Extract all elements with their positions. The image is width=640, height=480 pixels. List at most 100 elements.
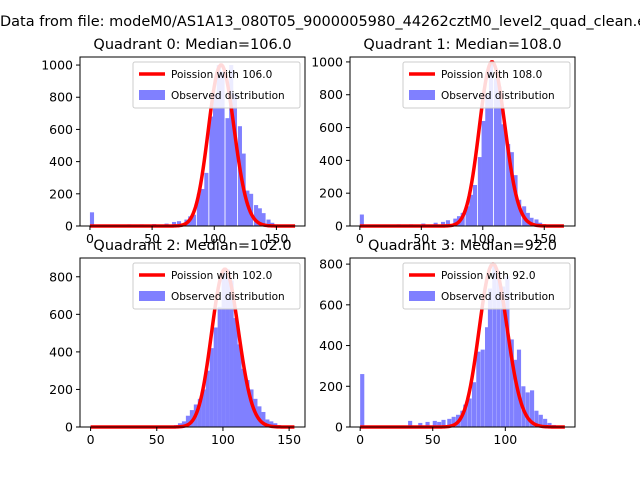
histogram-bar xyxy=(481,120,486,226)
histogram-bar xyxy=(241,368,246,427)
histogram-bar xyxy=(547,422,552,427)
histogram-bar xyxy=(176,221,182,226)
histogram-bar xyxy=(477,157,482,226)
histogram-bar xyxy=(171,221,177,226)
histogram-bar xyxy=(89,212,95,226)
axes-frame xyxy=(349,56,576,227)
y-tick-label: 1000 xyxy=(311,54,343,69)
histogram-bar xyxy=(480,349,485,427)
histogram-bar xyxy=(225,269,230,427)
histogram-bar xyxy=(213,327,218,427)
histogram-bar xyxy=(408,420,413,427)
x-tick-label: 0 xyxy=(86,231,94,246)
histogram-bar xyxy=(221,271,226,427)
x-tick-label: 0 xyxy=(356,231,364,246)
histogram-bar xyxy=(534,219,539,226)
histogram-bar xyxy=(201,389,206,427)
histogram-bar xyxy=(213,94,218,227)
y-tick-label: 200 xyxy=(319,186,343,201)
x-tick-label: 50 xyxy=(149,432,165,447)
legend-bar-swatch xyxy=(409,90,435,100)
x-tick-label: 150 xyxy=(264,231,288,246)
histogram-bar xyxy=(509,339,514,427)
subplot-title: Quadrant 0: Median=106.0 xyxy=(93,37,291,53)
histogram-bar xyxy=(472,184,478,226)
y-tick-label: 200 xyxy=(49,186,73,201)
histogram-bar xyxy=(437,421,442,427)
subplot-title: Quadrant 3: Median=92.0 xyxy=(368,238,557,254)
histogram-bar xyxy=(467,398,472,427)
histogram-bar xyxy=(181,421,187,427)
x-tick-label: 100 xyxy=(493,432,517,447)
legend-bar-swatch xyxy=(139,90,165,100)
subplot-quadrant-3: Quadrant 3: Median=92.0 0 50 100 0 200 400 600 8… xyxy=(319,238,576,447)
subplot-quadrant-1: Quadrant 1: Median=108.0 0 50 100 150 0 200 400… xyxy=(311,37,576,246)
x-tick-label: 50 xyxy=(425,432,441,447)
histogram-bar xyxy=(245,380,250,427)
y-tick-label: 400 xyxy=(319,153,343,168)
histogram-bar xyxy=(200,188,205,226)
histogram-bar xyxy=(360,374,365,427)
histogram-bar xyxy=(514,359,519,427)
histogram-bar xyxy=(543,418,548,427)
histogram-bar xyxy=(418,422,423,427)
y-tick-label: 0 xyxy=(335,420,343,435)
legend-label-observed: Observed distribution xyxy=(171,90,285,102)
legend-bar-swatch xyxy=(139,291,165,301)
histogram-bar xyxy=(191,214,196,226)
y-tick-label: 400 xyxy=(319,338,343,353)
histogram-bar xyxy=(257,208,262,226)
y-tick-label: 800 xyxy=(319,257,343,272)
histogram-bar xyxy=(425,421,430,427)
histogram-bar xyxy=(447,418,452,427)
histogram-bar xyxy=(505,276,510,427)
y-tick-label: 200 xyxy=(319,379,343,394)
histogram-bar xyxy=(229,65,234,226)
y-tick-label: 800 xyxy=(49,90,73,105)
legend-label-observed: Observed distribution xyxy=(171,291,285,303)
x-tick-label: 0 xyxy=(87,432,95,447)
histogram-bar xyxy=(217,306,222,427)
x-tick-label: 150 xyxy=(532,231,556,246)
histogram-bar xyxy=(359,214,364,226)
histogram-bar xyxy=(525,392,530,427)
y-tick-label: 0 xyxy=(65,219,73,234)
subplot-quadrant-0: Quadrant 0: Median=106.0 0 50 100 150 0 200 400… xyxy=(41,37,306,246)
y-tick-label: 1000 xyxy=(41,58,73,73)
histogram-bar xyxy=(445,220,450,226)
histogram-bar xyxy=(487,288,493,427)
y-tick-label: 400 xyxy=(49,154,73,169)
histogram-bar xyxy=(463,404,468,427)
histogram-bar xyxy=(216,65,221,226)
x-tick-label: 50 xyxy=(413,231,429,246)
histogram-bar xyxy=(440,221,446,226)
histogram-bar xyxy=(485,94,490,227)
figure-title: Data from file: modeM0/AS1A13_080T05_900… xyxy=(0,14,640,30)
y-tick-label: 200 xyxy=(49,382,73,397)
histogram-bar xyxy=(500,286,506,427)
histogram-bar xyxy=(229,280,234,427)
histogram-bar xyxy=(249,389,254,427)
histogram-bar xyxy=(506,143,511,226)
histogram-bar xyxy=(493,78,498,226)
histogram-bar xyxy=(538,414,543,427)
histogram-bar xyxy=(269,421,274,427)
legend-box xyxy=(132,262,301,310)
histogram-bar xyxy=(261,411,266,427)
histogram-bar xyxy=(441,419,446,427)
y-tick-label: 600 xyxy=(319,297,343,312)
histogram-bar xyxy=(220,71,225,226)
axes-frame xyxy=(349,257,576,428)
y-tick-label: 600 xyxy=(49,122,73,137)
histogram-bar xyxy=(261,213,266,226)
histogram-bar xyxy=(265,419,270,427)
y-tick-label: 400 xyxy=(49,344,73,359)
histogram-bar xyxy=(232,94,238,227)
histogram-bar xyxy=(497,86,502,226)
axes-frame xyxy=(79,56,306,227)
histogram-bar xyxy=(509,152,514,226)
y-tick-label: 800 xyxy=(49,269,73,284)
legend-box xyxy=(402,61,571,109)
y-tick-label: 0 xyxy=(65,420,73,435)
